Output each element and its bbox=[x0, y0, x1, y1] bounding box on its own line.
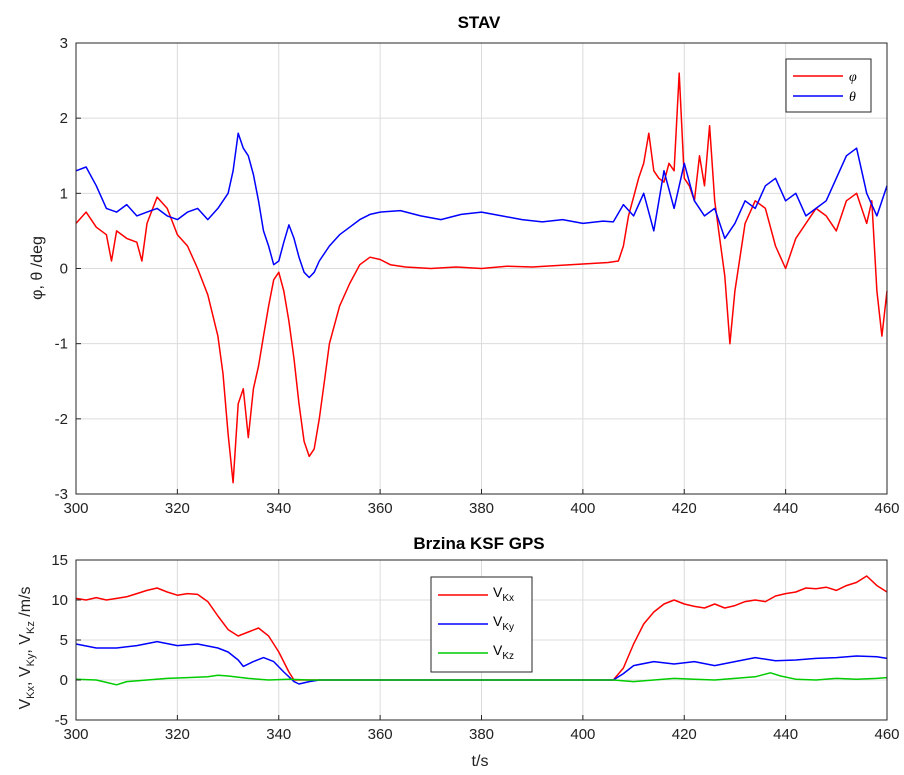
x-tick-label: 400 bbox=[570, 500, 595, 517]
y-tick-label: 0 bbox=[60, 672, 68, 689]
velocity-legend: VKx VKy VKz bbox=[430, 576, 533, 673]
series-line-VKz bbox=[75, 672, 888, 686]
ylabel-vky-sub: Ky bbox=[25, 653, 37, 666]
x-tick-label: 340 bbox=[266, 726, 291, 743]
legend-vky-label: VKy bbox=[493, 613, 514, 633]
x-tick-label: 460 bbox=[874, 726, 899, 743]
attitude-legend: φ θ bbox=[785, 58, 872, 113]
x-tick-label: 300 bbox=[63, 726, 88, 743]
x-tick-label: 380 bbox=[469, 500, 494, 517]
attitude-x-ticks: 300 320 340 360 380 400 420 440 460 bbox=[63, 489, 900, 517]
series-line- bbox=[75, 132, 888, 279]
x-tick-label: 440 bbox=[773, 500, 798, 517]
y-tick-label: -1 bbox=[55, 336, 68, 353]
y-tick-label: -2 bbox=[55, 411, 68, 428]
attitude-y-ticks: -3 -2 -1 0 1 2 3 bbox=[55, 35, 81, 503]
ylabel-sep1: , V bbox=[17, 666, 34, 686]
y-tick-label: 3 bbox=[60, 35, 68, 52]
y-tick-label: 0 bbox=[60, 261, 68, 278]
ylabel-sep2: , V bbox=[17, 634, 34, 654]
attitude-series bbox=[75, 72, 888, 484]
y-tick-label: 15 bbox=[51, 552, 68, 569]
y-tick-label: 5 bbox=[60, 632, 68, 649]
x-tick-label: 420 bbox=[672, 500, 697, 517]
x-tick-label: 400 bbox=[570, 726, 595, 743]
series-line- bbox=[75, 72, 888, 484]
x-tick-label: 320 bbox=[165, 500, 190, 517]
velocity-y-axis-label: VKx, VKy, VKz /m/s bbox=[17, 587, 37, 710]
ylabel-vkx-sub: Kx bbox=[25, 685, 37, 698]
y-tick-label: 1 bbox=[60, 185, 68, 202]
legend-vkx-label: VKx bbox=[493, 584, 514, 604]
x-tick-label: 320 bbox=[165, 726, 190, 743]
y-tick-label: 2 bbox=[60, 110, 68, 127]
ylabel-vkx: V bbox=[17, 699, 34, 710]
ylabel-vkz-sub: Kz bbox=[25, 621, 37, 634]
legend-phi-label: φ bbox=[849, 70, 857, 85]
x-tick-label: 440 bbox=[773, 726, 798, 743]
legend-vkz-label: VKz bbox=[493, 642, 514, 662]
attitude-plot-title: STAV bbox=[458, 13, 501, 32]
attitude-plot: STAV 300 320 340 360 380 400 420 440 460 -3 -2 -1 0… bbox=[29, 13, 900, 517]
velocity-plot: Brzina KSF GPS 300 320 340 360 380 400 420 440 4… bbox=[17, 534, 900, 770]
x-tick-label: 420 bbox=[672, 726, 697, 743]
ylabel-unit: /m/s bbox=[17, 587, 34, 622]
attitude-y-axis-label: φ, θ /deg bbox=[29, 236, 46, 300]
velocity-y-ticks: -5 0 5 10 15 bbox=[51, 552, 81, 729]
y-tick-label: -3 bbox=[55, 486, 68, 503]
y-tick-label: 10 bbox=[51, 592, 68, 609]
velocity-x-ticks: 300 320 340 360 380 400 420 440 460 bbox=[63, 715, 900, 743]
x-tick-label: 360 bbox=[368, 726, 393, 743]
x-tick-label: 300 bbox=[63, 500, 88, 517]
x-tick-label: 360 bbox=[368, 500, 393, 517]
velocity-series bbox=[75, 575, 888, 686]
x-tick-label: 340 bbox=[266, 500, 291, 517]
x-tick-label: 380 bbox=[469, 726, 494, 743]
x-tick-label: 460 bbox=[874, 500, 899, 517]
velocity-x-axis-label: t/s bbox=[472, 753, 489, 770]
velocity-plot-title: Brzina KSF GPS bbox=[413, 534, 544, 553]
y-tick-label: -5 bbox=[55, 712, 68, 729]
attitude-legend-box bbox=[785, 58, 872, 113]
legend-theta-label: θ bbox=[849, 90, 856, 105]
